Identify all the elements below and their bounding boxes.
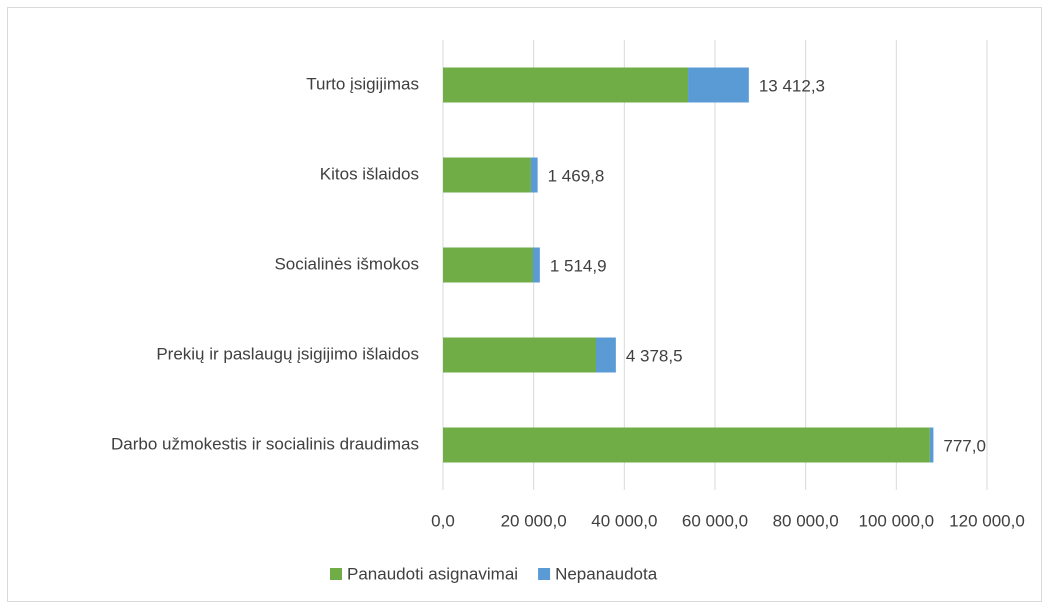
bar-segment: [532, 247, 540, 283]
legend-label: Nepanaudota: [555, 564, 658, 583]
y-tick-label: Socialinės išmokos: [274, 254, 419, 273]
x-tick-label: 40 000,0: [591, 511, 657, 530]
data-label: 13 412,3: [759, 76, 825, 95]
data-label: 777,0: [943, 436, 986, 455]
bar-segment: [443, 427, 930, 463]
y-tick-label: Prekių ir paslaugų įsigijimo išlaidos: [156, 344, 419, 363]
bar-segment: [443, 247, 533, 283]
x-tick-label: 100 000,0: [859, 511, 935, 530]
y-tick-label: Turto įsigijimas: [306, 74, 419, 93]
bar-segment: [688, 67, 749, 103]
bar-segment: [443, 67, 689, 103]
legend-label: Panaudoti asignavimai: [347, 564, 518, 583]
y-tick-label: Kitos išlaidos: [320, 164, 419, 183]
bar-segment: [596, 337, 616, 373]
x-tick-label: 0,0: [431, 511, 455, 530]
data-label: 1 469,8: [548, 166, 605, 185]
x-tick-label: 120 000,0: [949, 511, 1025, 530]
legend-swatch: [330, 568, 342, 580]
x-tick-label: 20 000,0: [501, 511, 567, 530]
chart-border: [7, 7, 1042, 602]
bar-segment: [929, 427, 934, 463]
bar-segment: [530, 157, 538, 193]
data-label: 1 514,9: [550, 256, 607, 275]
x-tick-label: 80 000,0: [773, 511, 839, 530]
x-tick-label: 60 000,0: [682, 511, 748, 530]
data-label: 4 378,5: [626, 346, 683, 365]
bar-segment: [443, 157, 531, 193]
bar-segment: [443, 337, 596, 373]
legend-swatch: [538, 568, 551, 580]
y-tick-label: Darbo užmokestis ir socialinis draudimas: [111, 434, 419, 453]
